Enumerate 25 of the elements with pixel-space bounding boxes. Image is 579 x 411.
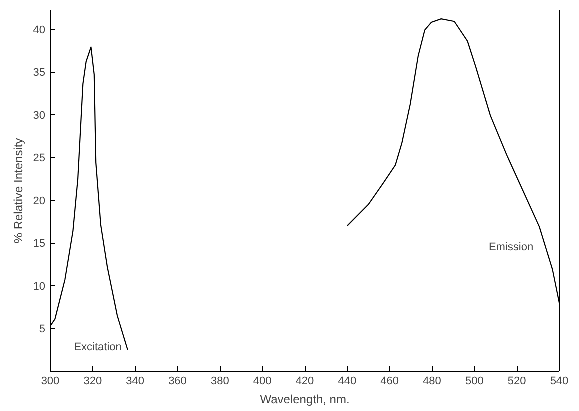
y-tick-label: 25 — [33, 152, 46, 165]
x-axis-title: Wavelength, nm. — [260, 392, 350, 406]
x-tick-label: 360 — [168, 376, 187, 388]
x-tick-label: 480 — [423, 376, 442, 388]
x-tick-label: 340 — [126, 376, 145, 388]
x-tick-label: 380 — [210, 376, 230, 388]
y-axis-title: % Relative Intensity — [11, 138, 26, 244]
x-tick-label: 400 — [253, 376, 272, 388]
y-tick-label: 30 — [33, 110, 46, 122]
x-tick-label: 320 — [84, 376, 102, 388]
x-tick-label: 440 — [338, 376, 357, 388]
y-tick-label: 35 — [33, 67, 46, 80]
y-tick-label: 40 — [33, 24, 46, 36]
series-label: Emission — [488, 241, 534, 254]
x-tick-label: 420 — [296, 376, 314, 388]
x-tick-label: 520 — [508, 376, 526, 388]
x-tick-label: 500 — [465, 376, 484, 388]
y-tick-label: 5 — [39, 324, 46, 336]
y-tick-label: 15 — [33, 238, 46, 250]
x-tick-label: 460 — [380, 376, 400, 388]
y-tick-label: 20 — [33, 195, 46, 208]
series-label: Excitation — [74, 342, 122, 354]
x-tick-label: 300 — [41, 376, 60, 388]
y-tick-label: 10 — [33, 280, 46, 293]
x-tick-label: 540 — [550, 376, 569, 388]
